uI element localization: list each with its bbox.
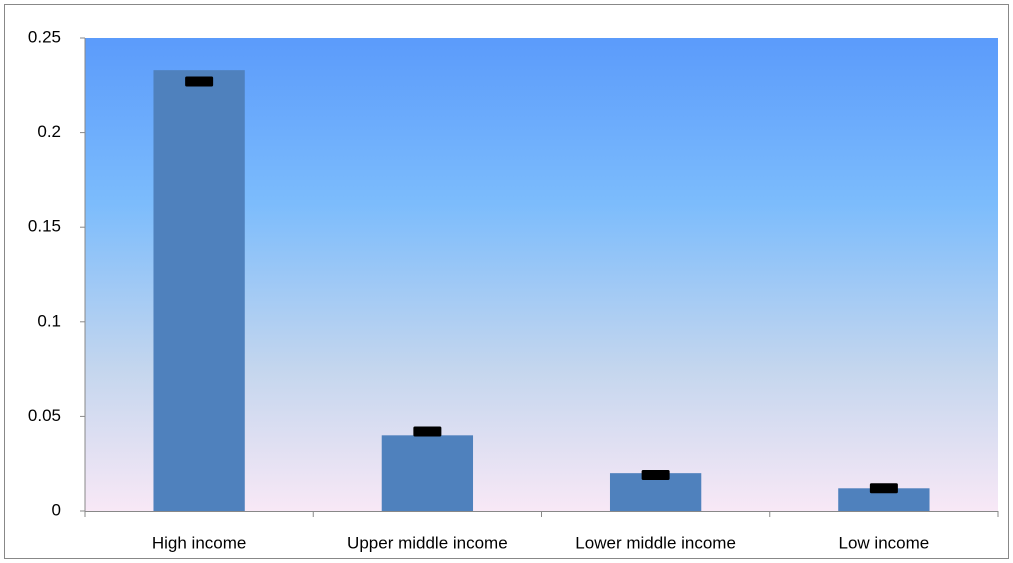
bar xyxy=(153,70,245,511)
marker xyxy=(641,470,670,481)
x-tick-label: Lower middle income xyxy=(575,533,736,552)
y-tick-label: 0.25 xyxy=(28,27,61,46)
y-tick-label: 0.05 xyxy=(28,406,61,425)
x-tick-label: Upper middle income xyxy=(347,533,508,552)
bar xyxy=(838,488,930,511)
marker xyxy=(185,76,214,87)
marker xyxy=(869,483,898,494)
bar xyxy=(381,435,474,511)
x-tick-label: Low income xyxy=(839,533,930,552)
x-tick-label: High income xyxy=(152,533,247,552)
y-tick-label: 0.1 xyxy=(37,311,61,330)
marker xyxy=(413,426,442,437)
y-tick-label: 0.2 xyxy=(37,122,61,141)
y-tick-label: 0.15 xyxy=(28,217,61,236)
y-tick-label: 0 xyxy=(52,500,61,519)
